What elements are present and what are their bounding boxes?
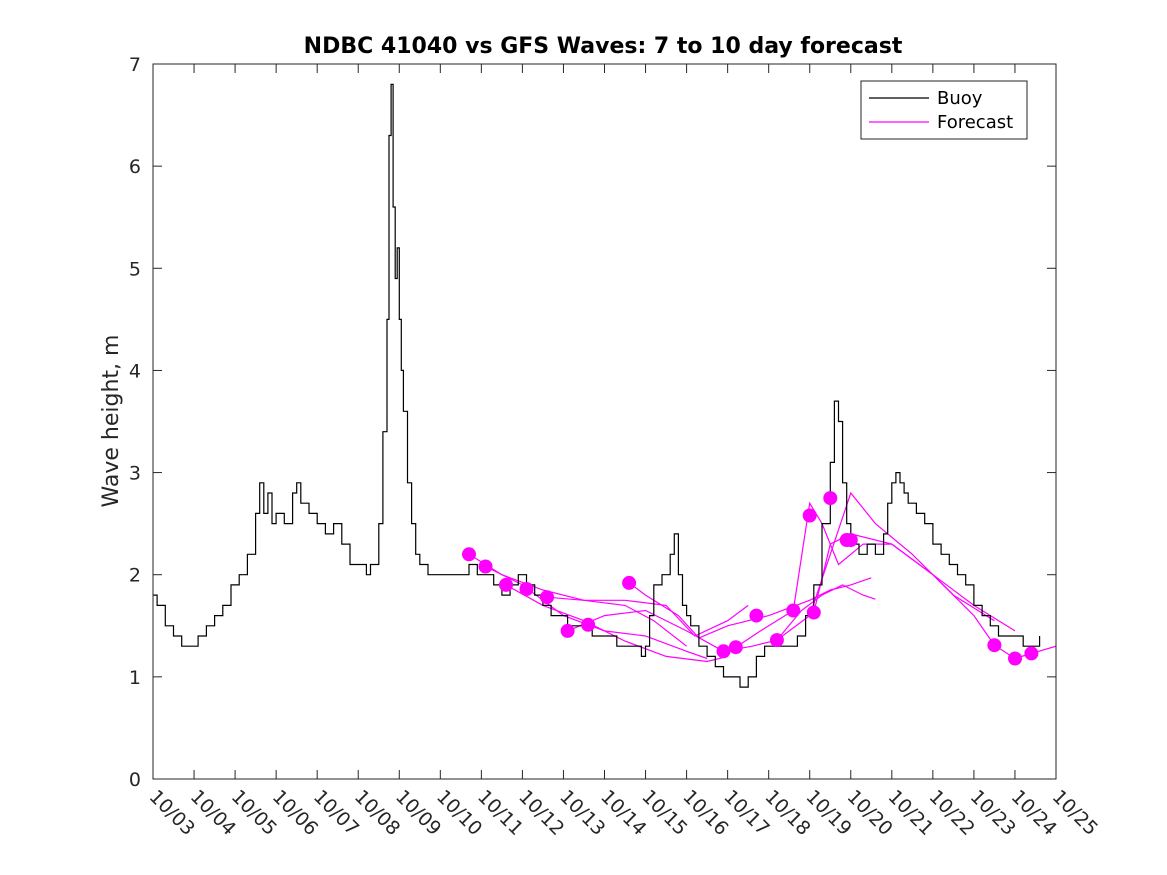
x-tick-label: 10/23 (966, 786, 1020, 840)
forecast-line-run-7 (723, 491, 995, 652)
x-tick-label: 10/21 (884, 786, 938, 840)
y-tick-label: 7 (129, 54, 141, 76)
y-axis-label: Wave height, m (99, 335, 124, 508)
forecast-marker (728, 640, 743, 655)
forecast-marker (519, 582, 534, 596)
forecast-marker (622, 575, 637, 590)
x-tick-label: 10/05 (227, 786, 281, 840)
forecast-line-run-10 (813, 533, 1056, 660)
axes: 0123456710/0310/0410/0510/0610/0710/0810… (129, 54, 1102, 840)
forecast-line-run-6 (628, 577, 872, 639)
plot-data-area (153, 83, 1056, 688)
forecast-marker (499, 577, 513, 592)
y-tick-label: 2 (129, 565, 141, 587)
y-tick-label: 0 (129, 769, 141, 791)
x-tick-label: 10/13 (555, 786, 609, 840)
forecast-marker (806, 605, 821, 620)
x-tick-label: 10/11 (473, 786, 527, 840)
forecast-marker (540, 590, 554, 605)
forecast-marker (716, 644, 731, 659)
y-tick-label: 5 (129, 258, 141, 280)
x-tick-label: 10/24 (1007, 786, 1061, 840)
legend-label-buoy: Buoy (937, 88, 983, 109)
x-tick-label: 10/08 (350, 786, 404, 840)
x-tick-label: 10/17 (719, 786, 773, 840)
x-tick-label: 10/06 (268, 786, 322, 840)
y-tick-label: 1 (129, 667, 141, 689)
x-tick-label: 10/22 (925, 786, 979, 840)
x-tick-label: 10/10 (432, 786, 486, 840)
forecast-marker (843, 533, 858, 547)
forecast-line-run-3 (505, 584, 728, 663)
x-tick-label: 10/20 (843, 786, 897, 840)
forecast-marker (462, 547, 476, 562)
x-tick-label: 10/07 (309, 786, 363, 840)
x-tick-label: 10/14 (596, 786, 650, 840)
legend-box (860, 80, 1028, 140)
x-tick-label: 10/04 (186, 786, 240, 840)
plot-frame (152, 63, 1057, 780)
legend: Buoy Forecast (860, 80, 1028, 140)
forecast-marker (478, 559, 493, 574)
chart-title: NDBC 41040 vs GFS Waves: 7 to 10 day for… (304, 34, 903, 59)
x-tick-label: 10/03 (145, 786, 199, 840)
y-tick-label: 3 (129, 463, 141, 485)
forecast-marker (1024, 646, 1039, 661)
forecast-line-run-8 (735, 501, 1016, 648)
buoy-line (153, 83, 1041, 688)
forecast-marker (823, 491, 838, 506)
forecast-marker (749, 608, 764, 623)
forecast-marker (1008, 651, 1022, 666)
x-tick-label: 10/25 (1048, 786, 1102, 840)
y-tick-label: 6 (129, 156, 141, 178)
legend-label-forecast: Forecast (937, 112, 1013, 133)
forecast-marker (581, 617, 596, 632)
forecast-marker (560, 623, 575, 638)
x-tick-label: 10/15 (637, 786, 691, 840)
x-tick-label: 10/18 (760, 786, 814, 840)
forecast-marker (987, 638, 1002, 653)
forecast-marker (786, 603, 801, 618)
x-tick-label: 10/16 (678, 786, 732, 840)
forecast-line-run-4 (546, 596, 749, 637)
y-tick-label: 4 (129, 360, 141, 382)
x-tick-label: 10/09 (391, 786, 445, 840)
x-tick-label: 10/12 (514, 786, 568, 840)
forecast-marker (769, 633, 784, 648)
x-tick-label: 10/19 (801, 786, 855, 840)
forecast-marker (802, 508, 817, 523)
